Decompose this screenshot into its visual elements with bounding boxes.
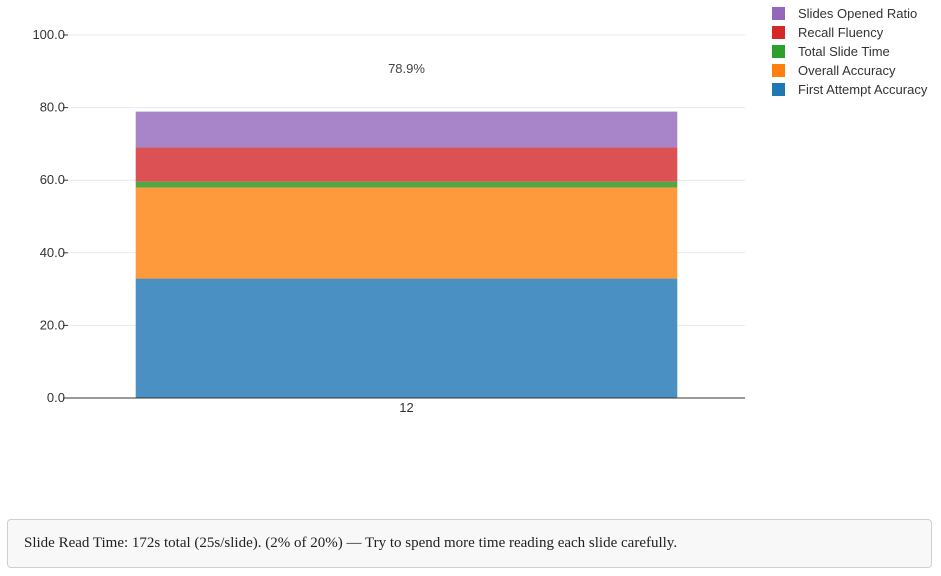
bar-segment-total-slide-time xyxy=(135,181,678,188)
legend-item-label: Overall Accuracy xyxy=(798,63,896,78)
y-tick-label: 0.0 xyxy=(47,390,65,405)
bar-segment-recall-fluency xyxy=(135,147,678,182)
bar-segment-overall-accuracy xyxy=(135,187,678,279)
total-value-label: 78.9% xyxy=(388,61,425,76)
axes: 0.0 20.0 40.0 60.0 80.0 100.0 12 78.9% xyxy=(32,27,745,415)
feedback-box: Slide Read Time: 172s total (25s/slide).… xyxy=(7,519,932,568)
legend-swatch xyxy=(772,7,785,20)
legend-swatch xyxy=(772,83,785,96)
y-tick-label: 20.0 xyxy=(40,317,65,332)
y-tick-label: 80.0 xyxy=(40,100,65,115)
y-tick-label: 100.0 xyxy=(32,27,65,42)
feedback-text: Slide Read Time: 172s total (25s/slide).… xyxy=(24,535,678,551)
legend: Slides Opened Ratio Recall Fluency Total S… xyxy=(772,6,928,97)
bar-segment-first-attempt-accuracy xyxy=(135,278,678,398)
bar-segment-slides-opened-ratio xyxy=(135,111,678,148)
x-tick-label: 12 xyxy=(399,400,413,415)
legend-swatch xyxy=(772,64,785,77)
bar-segments xyxy=(135,111,678,398)
y-tick-label: 40.0 xyxy=(40,245,65,260)
legend-item-label: Slides Opened Ratio xyxy=(798,6,917,21)
legend-item-label: First Attempt Accuracy xyxy=(798,82,928,97)
legend-swatch xyxy=(772,26,785,39)
legend-item-label: Total Slide Time xyxy=(798,44,890,59)
legend-item-label: Recall Fluency xyxy=(798,25,884,40)
y-tick-label: 60.0 xyxy=(40,172,65,187)
stacked-bar-chart: 0.0 20.0 40.0 60.0 80.0 100.0 12 78.9% Slides O… xyxy=(32,6,928,415)
legend-swatch xyxy=(772,45,785,58)
